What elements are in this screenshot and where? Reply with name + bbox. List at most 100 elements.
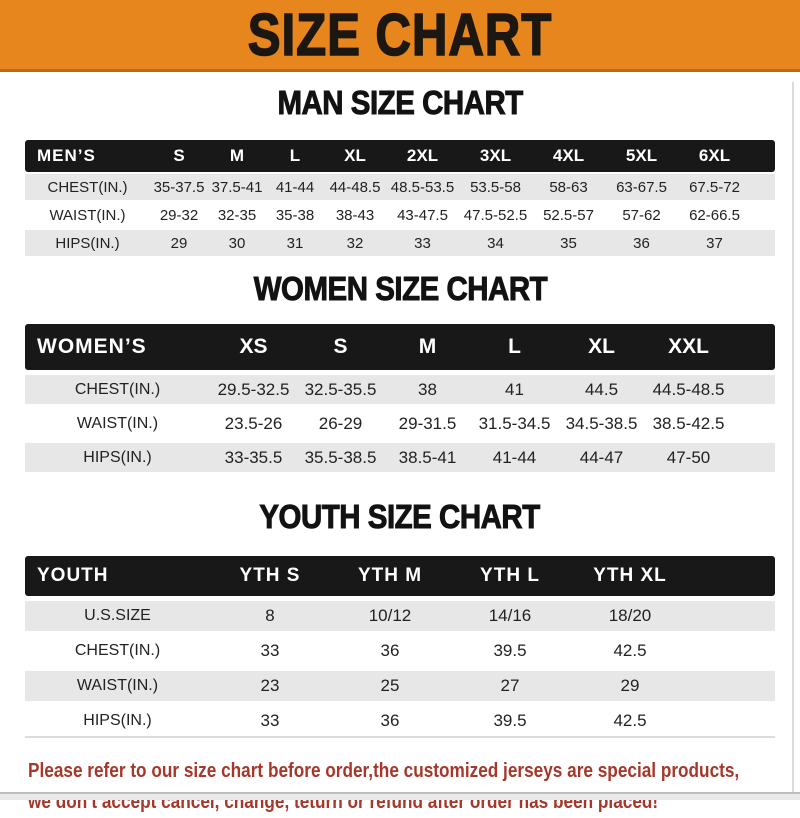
filler-cell xyxy=(732,443,775,472)
men-waist-value: 32-35 xyxy=(208,202,266,228)
youth-waist-value: 25 xyxy=(330,671,450,701)
men-chest-value: 63-67.5 xyxy=(605,174,678,200)
men-waist-value: 57-62 xyxy=(605,202,678,228)
women-chest-value: 29.5-32.5 xyxy=(210,375,297,404)
footer-note: Please refer to our size chart before or… xyxy=(28,756,800,818)
youth-size-column-header: YTH L xyxy=(450,556,570,596)
youth-hips-value: 39.5 xyxy=(450,706,570,738)
women-hips-value: 44-47 xyxy=(558,443,645,472)
filler-cell xyxy=(751,140,775,172)
men-waist-value: 38-43 xyxy=(324,202,386,228)
men-size-table: MEN’S S M L XL 2XL 3XL 4XL 5XL 6XL CHEST(IN.) 35… xyxy=(25,138,775,258)
men-size-column-header: 2XL xyxy=(386,140,459,172)
filler-cell xyxy=(690,636,775,666)
men-hips-value: 32 xyxy=(324,230,386,256)
men-size-column-header: 6XL xyxy=(678,140,751,172)
youth-size-column-header: YTH XL xyxy=(570,556,690,596)
men-chest-value: 58-63 xyxy=(532,174,605,200)
men-chest-value: 67.5-72 xyxy=(678,174,751,200)
row-label-hips: HIPS(IN.) xyxy=(25,230,150,256)
women-chest-value: 32.5-35.5 xyxy=(297,375,384,404)
men-waist-row: WAIST(IN.) 29-32 32-35 35-38 38-43 43-47.5 47… xyxy=(25,202,775,228)
youth-waist-value: 27 xyxy=(450,671,570,701)
youth-size-table: YOUTH YTH S YTH M YTH L YTH XL U.S.SIZE 8 10… xyxy=(25,551,775,743)
row-label-chest: CHEST(IN.) xyxy=(25,375,210,404)
youth-chest-value: 36 xyxy=(330,636,450,666)
youth-header-row: YOUTH YTH S YTH M YTH L YTH XL xyxy=(25,556,775,596)
filler-cell xyxy=(732,324,775,370)
men-heading-text: MAN SIZE CHART xyxy=(277,83,524,122)
banner-title: SIZE CHART xyxy=(247,0,553,68)
men-table-label: MEN’S xyxy=(25,140,150,172)
men-chest-value: 41-44 xyxy=(266,174,324,200)
youth-chest-value: 39.5 xyxy=(450,636,570,666)
youth-ussize-value: 18/20 xyxy=(570,601,690,631)
youth-ussize-value: 14/16 xyxy=(450,601,570,631)
men-waist-value: 35-38 xyxy=(266,202,324,228)
men-hips-row: HIPS(IN.) 29 30 31 32 33 34 35 36 37 xyxy=(25,230,775,256)
women-waist-value: 23.5-26 xyxy=(210,409,297,438)
men-header-row: MEN’S S M L XL 2XL 3XL 4XL 5XL 6XL xyxy=(25,140,775,172)
row-label-hips: HIPS(IN.) xyxy=(25,443,210,472)
men-chest-value: 44-48.5 xyxy=(324,174,386,200)
women-waist-value: 38.5-42.5 xyxy=(645,409,732,438)
men-size-column-header: M xyxy=(208,140,266,172)
filler-cell xyxy=(732,409,775,438)
filler-cell xyxy=(751,230,775,256)
women-size-column-header: M xyxy=(384,324,471,370)
women-hips-value: 33-35.5 xyxy=(210,443,297,472)
youth-size-column-header: YTH M xyxy=(330,556,450,596)
women-chest-value: 41 xyxy=(471,375,558,404)
men-chest-value: 35-37.5 xyxy=(150,174,208,200)
youth-ussize-value: 8 xyxy=(210,601,330,631)
men-size-column-header: 5XL xyxy=(605,140,678,172)
row-label-hips: HIPS(IN.) xyxy=(25,706,210,738)
men-waist-value: 62-66.5 xyxy=(678,202,751,228)
women-waist-value: 29-31.5 xyxy=(384,409,471,438)
men-hips-value: 29 xyxy=(150,230,208,256)
women-waist-row: WAIST(IN.) 23.5-26 26-29 29-31.5 31.5-34.5 3… xyxy=(25,409,775,438)
women-size-column-header: L xyxy=(471,324,558,370)
youth-hips-value: 33 xyxy=(210,706,330,738)
women-waist-value: 31.5-34.5 xyxy=(471,409,558,438)
men-hips-value: 33 xyxy=(386,230,459,256)
men-chest-value: 53.5-58 xyxy=(459,174,532,200)
youth-ussize-row: U.S.SIZE 8 10/12 14/16 18/20 xyxy=(25,601,775,631)
men-size-column-header: 3XL xyxy=(459,140,532,172)
women-chest-row: CHEST(IN.) 29.5-32.5 32.5-35.5 38 41 44.5 44.… xyxy=(25,375,775,404)
footer-line-1: Please refer to our size chart before or… xyxy=(28,760,740,782)
youth-waist-value: 23 xyxy=(210,671,330,701)
women-section-heading: WOMEN SIZE CHART xyxy=(0,271,800,308)
women-size-table: WOMEN’S XS S M L XL XXL CHEST(IN.) 29.5-32.5 3… xyxy=(25,319,775,477)
youth-waist-row: WAIST(IN.) 23 25 27 29 xyxy=(25,671,775,701)
row-label-chest: CHEST(IN.) xyxy=(25,174,150,200)
men-waist-value: 29-32 xyxy=(150,202,208,228)
youth-chest-value: 42.5 xyxy=(570,636,690,666)
youth-section-heading: YOUTH SIZE CHART xyxy=(0,497,800,536)
filler-cell xyxy=(690,556,775,596)
women-size-column-header: XL xyxy=(558,324,645,370)
row-label-waist: WAIST(IN.) xyxy=(25,409,210,438)
photo-right-edge-line xyxy=(792,82,794,792)
men-chest-value: 37.5-41 xyxy=(208,174,266,200)
men-waist-value: 47.5-52.5 xyxy=(459,202,532,228)
youth-waist-value: 29 xyxy=(570,671,690,701)
women-size-column-header: XS xyxy=(210,324,297,370)
women-chest-value: 44.5-48.5 xyxy=(645,375,732,404)
men-hips-value: 35 xyxy=(532,230,605,256)
youth-hips-row: HIPS(IN.) 33 36 39.5 42.5 xyxy=(25,706,775,738)
youth-chest-value: 33 xyxy=(210,636,330,666)
youth-heading-text: YOUTH SIZE CHART xyxy=(259,497,541,536)
women-chest-value: 44.5 xyxy=(558,375,645,404)
row-label-chest: CHEST(IN.) xyxy=(25,636,210,666)
women-size-column-header: S xyxy=(297,324,384,370)
row-label-ussize: U.S.SIZE xyxy=(25,601,210,631)
women-hips-row: HIPS(IN.) 33-35.5 35.5-38.5 38.5-41 41-44 44… xyxy=(25,443,775,472)
filler-cell xyxy=(751,202,775,228)
photo-bottom-edge-bar xyxy=(0,792,800,800)
men-chest-row: CHEST(IN.) 35-37.5 37.5-41 41-44 44-48.5 48.… xyxy=(25,174,775,200)
men-size-column-header: S xyxy=(150,140,208,172)
filler-cell xyxy=(690,706,775,738)
women-table-label: WOMEN’S xyxy=(25,324,210,370)
women-size-column-header: XXL xyxy=(645,324,732,370)
